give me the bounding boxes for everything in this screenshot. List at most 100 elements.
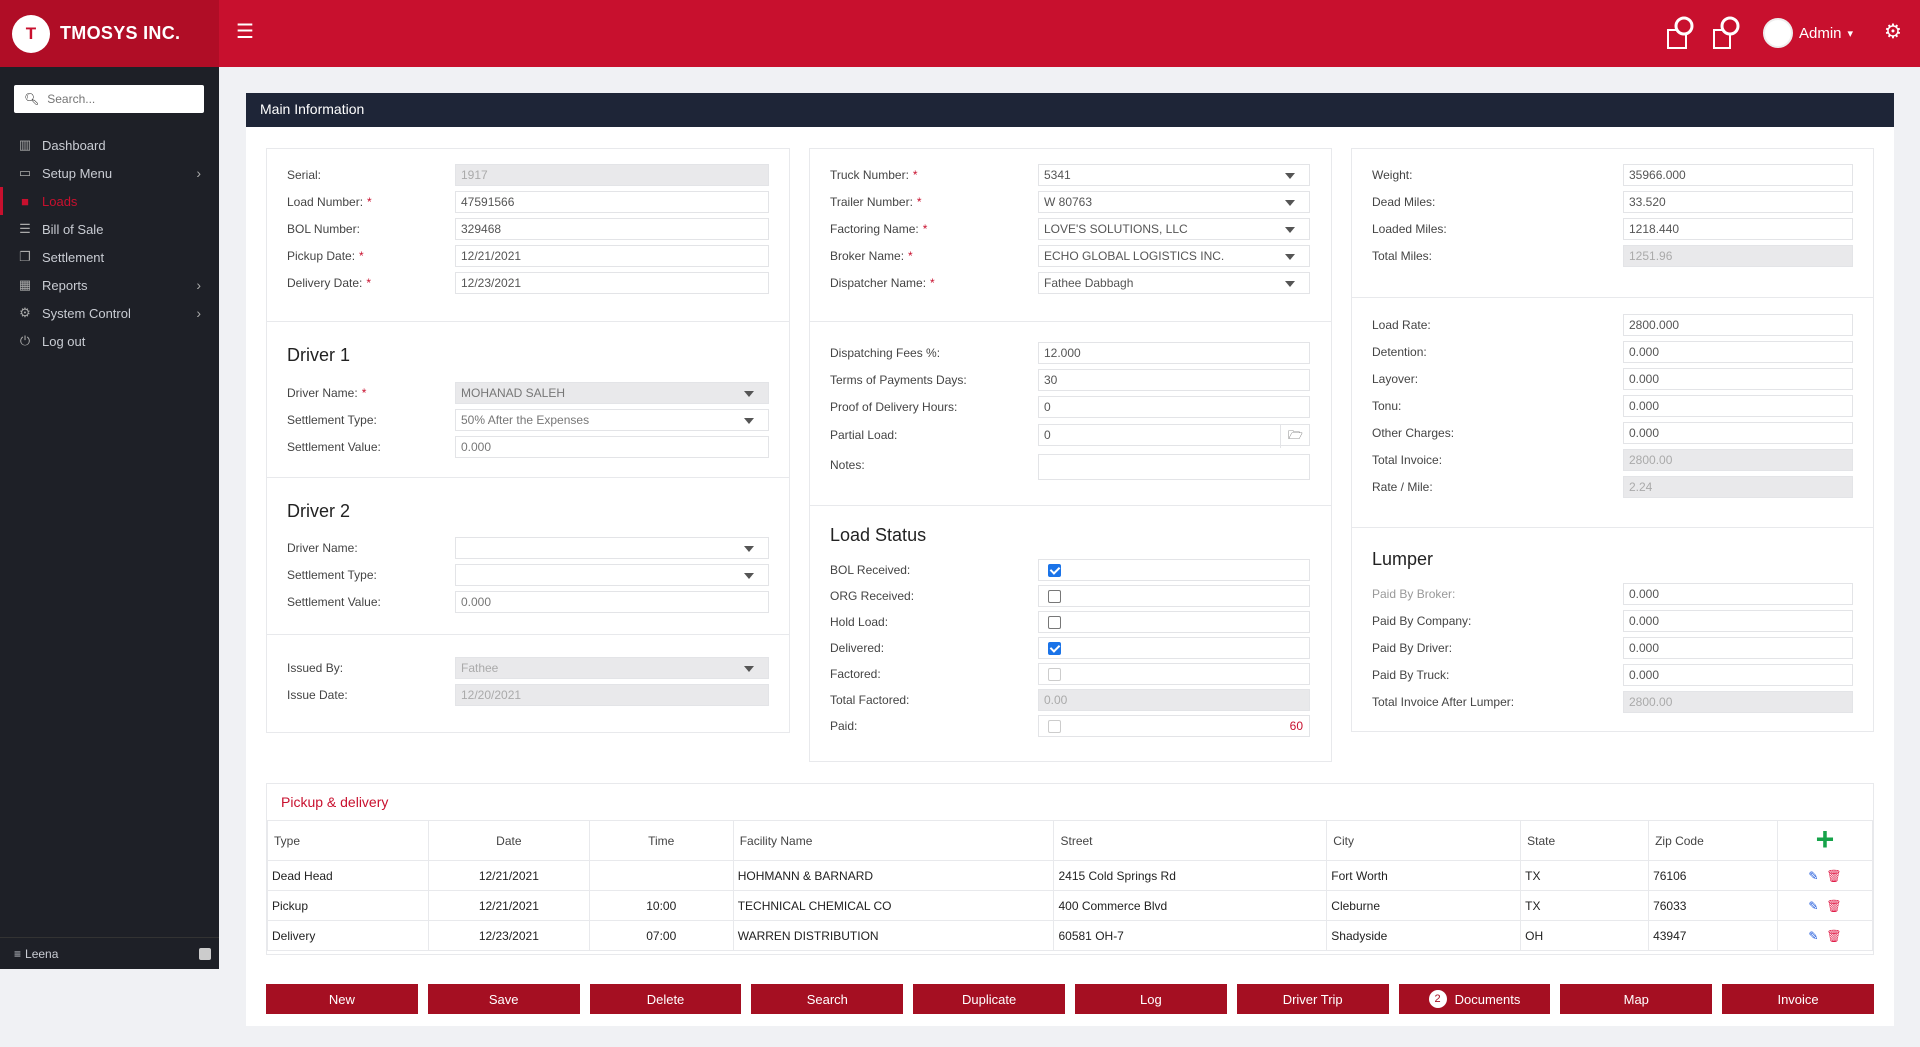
- footer-label: Leena: [25, 946, 59, 961]
- cell-city: Fort Worth: [1326, 860, 1522, 891]
- edit-pencil-icon[interactable]: ✎: [1808, 868, 1819, 883]
- driver1-settlement-value-field[interactable]: 0.000: [455, 436, 769, 458]
- driver2-settlement-value-field[interactable]: 0.000: [455, 591, 769, 613]
- table-row[interactable]: Delivery 12/23/2021 07:00 WARREN DISTRIB…: [267, 920, 1874, 951]
- trash-icon[interactable]: 🗑︎: [1826, 928, 1842, 943]
- menu-toggle-icon[interactable]: ☰: [236, 21, 254, 43]
- sidebar-item-label: Setup Menu: [42, 165, 113, 181]
- terms-days-field[interactable]: 30: [1038, 369, 1310, 391]
- export-icon[interactable]: [1664, 16, 1696, 49]
- new-button[interactable]: New: [266, 984, 418, 1014]
- total-invoice-label: Total Invoice:: [1372, 453, 1443, 467]
- pod-hours-field[interactable]: 0: [1038, 396, 1310, 418]
- collapse-icon[interactable]: [199, 948, 211, 960]
- bol-received-checkbox[interactable]: [1048, 563, 1061, 577]
- sidebar-item-label: Reports: [42, 277, 88, 293]
- map-button[interactable]: Map: [1560, 984, 1713, 1014]
- org-received-checkbox[interactable]: [1048, 589, 1061, 603]
- bol-number-field[interactable]: 329468: [455, 218, 769, 240]
- paid-by-broker-field[interactable]: 0.000: [1623, 583, 1853, 605]
- driver2-name-select[interactable]: [455, 537, 769, 559]
- sidebar-footer[interactable]: ≡ Leena: [0, 937, 219, 969]
- layover-field[interactable]: 0.000: [1623, 368, 1853, 390]
- documents-button[interactable]: 2 Documents: [1398, 984, 1551, 1014]
- search-button[interactable]: Search: [751, 984, 904, 1014]
- add-row-button[interactable]: +: [1776, 820, 1874, 861]
- save-button[interactable]: Save: [427, 984, 580, 1014]
- folder-open-icon[interactable]: 🗁: [1280, 424, 1310, 448]
- driver-trip-button[interactable]: Driver Trip: [1236, 984, 1389, 1014]
- trash-icon[interactable]: 🗑︎: [1826, 898, 1842, 913]
- documents-count-badge: 2: [1428, 990, 1447, 1008]
- hold-load-checkbox[interactable]: [1048, 615, 1061, 629]
- delivery-date-field[interactable]: 12/23/2021: [455, 272, 769, 294]
- trash-icon[interactable]: 🗑︎: [1826, 868, 1842, 883]
- load-number-field[interactable]: 47591566: [455, 191, 769, 213]
- delete-button[interactable]: Delete: [589, 984, 742, 1014]
- driver2-settlement-type-select[interactable]: [455, 564, 769, 586]
- sidebar-item-system-control[interactable]: ⚙ System Control ›: [0, 299, 219, 327]
- other-charges-field[interactable]: 0.000: [1623, 422, 1853, 444]
- sidebar-search[interactable]: 🔍︎: [14, 85, 204, 113]
- brand[interactable]: T TMOSYS INC.: [0, 0, 219, 67]
- invoice-button[interactable]: Invoice: [1722, 984, 1874, 1014]
- log-button[interactable]: Log: [1074, 984, 1227, 1014]
- pod-hours-label: Proof of Delivery Hours:: [830, 400, 958, 414]
- dead-miles-label: Dead Miles:: [1372, 195, 1436, 209]
- monitor-icon: ▭: [18, 165, 32, 180]
- paid-by-truck-field[interactable]: 0.000: [1623, 664, 1853, 686]
- dead-miles-field[interactable]: 33.520: [1623, 191, 1853, 213]
- cell-city: Shadyside: [1326, 920, 1522, 951]
- sidebar-item-dashboard[interactable]: ▥ Dashboard: [0, 131, 219, 159]
- driver1-settlement-type-select[interactable]: 50% After the Expenses: [455, 409, 769, 431]
- bol-received-row: [1038, 559, 1310, 581]
- broker-name-label: Broker Name:: [830, 249, 905, 263]
- gear-icon: ⚙: [19, 305, 31, 320]
- edit-pencil-icon[interactable]: ✎: [1808, 898, 1819, 913]
- loaded-miles-field[interactable]: 1218.440: [1623, 218, 1853, 240]
- driver1-name-select[interactable]: MOHANAD SALEH: [455, 382, 769, 404]
- paid-by-company-field[interactable]: 0.000: [1623, 610, 1853, 632]
- chevron-right-icon: ›: [196, 277, 201, 293]
- sidebar-item-bill-of-sale[interactable]: ☰ Bill of Sale: [0, 215, 219, 243]
- factoring-name-select[interactable]: LOVE'S SOLUTIONS, LLC: [1038, 218, 1310, 240]
- weight-field[interactable]: 35966.000: [1623, 164, 1853, 186]
- sidebar-item-log-out[interactable]: ⏻ Log out: [0, 327, 219, 355]
- pickup-date-field[interactable]: 12/21/2021: [455, 245, 769, 267]
- load-rate-field[interactable]: 2800.000: [1623, 314, 1853, 336]
- dispatcher-name-select[interactable]: Fathee Dabbagh: [1038, 272, 1310, 294]
- driver1-value-label: Settlement Value:: [287, 440, 381, 454]
- table-header: Type Date Time Facility Name Street City…: [267, 820, 1874, 861]
- delivered-checkbox[interactable]: [1048, 641, 1061, 655]
- dispatching-fees-field[interactable]: 12.000: [1038, 342, 1310, 364]
- paid-by-driver-field[interactable]: 0.000: [1623, 637, 1853, 659]
- action-bar: New Save Delete Search Duplicate Log Dri…: [266, 984, 1874, 1014]
- issue-date-field: 12/20/2021: [455, 684, 769, 706]
- divider: [1352, 527, 1873, 528]
- hold-load-label: Hold Load:: [830, 615, 889, 629]
- duplicate-button[interactable]: Duplicate: [913, 984, 1065, 1014]
- partial-load-field[interactable]: 0: [1038, 424, 1310, 446]
- sidebar-item-loads[interactable]: ■ Loads: [0, 187, 219, 215]
- load-info-card: Serial: 1917 Load Number: * 47591566 BOL …: [266, 148, 790, 733]
- truck-number-select[interactable]: 5341: [1038, 164, 1310, 186]
- sidebar-item-reports[interactable]: ▦ Reports ›: [0, 271, 219, 299]
- cell-street: 2415 Cold Springs Rd: [1053, 860, 1328, 891]
- sidebar-item-settlement[interactable]: ❐ Settlement: [0, 243, 219, 271]
- search-input[interactable]: [47, 92, 198, 106]
- admin-menu[interactable]: Admin ▾: [1763, 18, 1853, 48]
- trailer-number-select[interactable]: W 80763: [1038, 191, 1310, 213]
- settings-gear-icon[interactable]: ⚙: [1884, 21, 1902, 43]
- col-zip: Zip Code: [1648, 820, 1778, 861]
- edit-pencil-icon[interactable]: ✎: [1808, 928, 1819, 943]
- factored-row: [1038, 663, 1310, 685]
- table-row[interactable]: Dead Head 12/21/2021 HOHMANN & BARNARD 2…: [267, 860, 1874, 891]
- detention-field[interactable]: 0.000: [1623, 341, 1853, 363]
- edit-doc-icon[interactable]: [1710, 16, 1742, 49]
- table-row[interactable]: Pickup 12/21/2021 10:00 TECHNICAL CHEMIC…: [267, 890, 1874, 921]
- cell-state: OH: [1520, 920, 1650, 951]
- broker-name-select[interactable]: ECHO GLOBAL LOGISTICS INC.: [1038, 245, 1310, 267]
- notes-textarea[interactable]: [1038, 454, 1310, 480]
- sidebar-item-setup-menu[interactable]: ▭ Setup Menu ›: [0, 159, 219, 187]
- tonu-field[interactable]: 0.000: [1623, 395, 1853, 417]
